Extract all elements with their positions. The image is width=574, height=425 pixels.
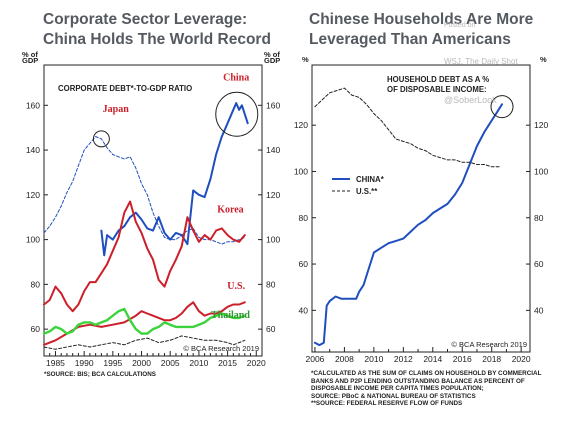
panel-subtitle: OF DISPOSABLE INCOME: (387, 85, 487, 94)
series-label-japan: Japan (103, 104, 130, 115)
x-tick-label: 2018 (482, 354, 501, 364)
y-tick-label: 60 (266, 324, 276, 334)
panel-subtitle: HOUSEHOLD DEBT AS A % (387, 75, 489, 84)
x-tick-label: 1990 (75, 358, 94, 368)
chart-credit: © BCA Research 2019 (183, 344, 259, 353)
legend-label-us: U.S.** (356, 187, 378, 196)
series-line-thailand (42, 307, 247, 335)
x-tick-label: 2006 (305, 354, 324, 364)
y-tick-label: 100 (26, 235, 40, 245)
y-tick-label: 120 (266, 190, 280, 200)
plot-frame (311, 64, 531, 353)
x-tick-label: 2005 (161, 358, 180, 368)
series-line-china (100, 102, 249, 257)
left-footnote: *SOURCE: BIS; BCA CALCULATIONS (44, 371, 284, 379)
legend-label-china: CHINA* (356, 175, 385, 184)
watermark-source: WSJ, The Daily Shot (444, 57, 518, 66)
x-tick-label: 1985 (46, 358, 65, 368)
y-axis-unit-right: GDP (264, 56, 280, 65)
x-tick-label: 2010 (189, 358, 208, 368)
y-tick-label: 140 (266, 145, 280, 155)
footnote-line: SOURCE: PBoC & NATIONAL BUREAU OF STATIS… (311, 392, 476, 400)
y-axis-unit-left: GDP (22, 56, 38, 65)
highlight-circle-japan-peak (92, 130, 110, 148)
y-tick-label: 60 (299, 259, 309, 269)
highlight-circle-china-peak (215, 91, 259, 137)
footnote-line: *SOURCE: BIS; BCA CALCULATIONS (44, 371, 156, 378)
y-tick-label: 120 (534, 120, 548, 130)
x-tick-label: 2016 (453, 354, 472, 364)
chart-credit: © BCA Research 2019 (451, 340, 527, 349)
x-tick-label: 1995 (103, 358, 122, 368)
x-tick-label: 2020 (512, 354, 531, 364)
y-tick-label: 80 (534, 213, 544, 223)
footnote-line: BANKS AND P2P LENDING OUTSTANDING BALANC… (311, 377, 525, 385)
y-tick-label: 100 (294, 166, 308, 176)
panel-subtitle: CORPORATE DEBT*-TO-GDP RATIO (58, 84, 192, 93)
watermark-posted-on: Posted on (444, 22, 476, 29)
footnote-line: **SOURCE: FEDERAL RESERVE FLOW OF FUNDS (311, 400, 463, 408)
y-tick-label: 100 (534, 166, 548, 176)
footnote-line: *CALCULATED AS THE SUM OF CLAIMS ON HOUS… (311, 370, 542, 377)
series-label-china: China (223, 73, 249, 84)
left-chart-title: Corporate Sector Leverage: China Holds T… (43, 11, 271, 48)
y-axis-unit-right: % (540, 55, 547, 64)
y-tick-label: 160 (266, 100, 280, 110)
series-line-korea (43, 200, 246, 313)
y-tick-label: 120 (294, 120, 308, 130)
y-tick-label: 80 (299, 213, 309, 223)
y-axis-unit-left: % of (22, 50, 38, 59)
y-tick-label: 60 (534, 259, 544, 269)
series-line-unlabeled (43, 335, 246, 350)
y-tick-label: 100 (266, 235, 280, 245)
watermark-handle: @SoberLook (444, 95, 497, 105)
x-tick-label: 2012 (394, 354, 413, 364)
x-tick-label: 2015 (218, 358, 237, 368)
right-footnote: *CALCULATED AS THE SUM OF CLAIMS ON HOUS… (311, 370, 561, 408)
x-tick-label: 2010 (364, 354, 383, 364)
y-tick-label: 120 (26, 190, 40, 200)
y-tick-label: 80 (31, 279, 41, 289)
x-tick-label: 2008 (335, 354, 354, 364)
y-axis-unit-right: % of (264, 50, 280, 59)
chart-panel-1: 60 60 80 80 100 100 120 120 140 140 160 160 1985 1990… (22, 50, 280, 368)
series-line-u-s (314, 87, 500, 168)
right-chart-title: Chinese Households Are More Leveraged Th… (309, 11, 534, 48)
x-tick-label: 2000 (132, 358, 151, 368)
series-label-korea: Korea (217, 205, 243, 216)
highlight-circle-china-latest (490, 95, 514, 119)
y-axis-unit-left: % (302, 55, 309, 64)
y-tick-label: 80 (266, 279, 276, 289)
series-label-thailand: Thailand (211, 310, 250, 321)
y-tick-label: 40 (299, 305, 309, 315)
chart-panel-2: 40 40 60 60 80 80 100 100 120 120 2006 2008 2010 2012… (294, 55, 549, 364)
series-line-japan (43, 136, 246, 245)
footnote-line: DISPOSABLE INCOME PER CAPITA TIMES POPUL… (311, 385, 484, 393)
y-tick-label: 40 (534, 305, 544, 315)
y-tick-label: 60 (31, 324, 41, 334)
series-label-us: U.S. (227, 281, 245, 292)
y-tick-label: 140 (26, 145, 40, 155)
y-tick-label: 160 (26, 100, 40, 110)
series-line-china (313, 103, 503, 347)
x-tick-label: 2020 (247, 358, 266, 368)
x-tick-label: 2014 (423, 354, 442, 364)
